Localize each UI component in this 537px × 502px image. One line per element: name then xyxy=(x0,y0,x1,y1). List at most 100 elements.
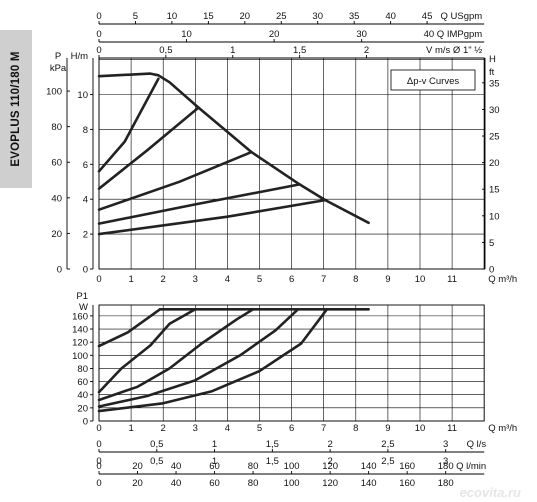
x-tick-label: 9 xyxy=(385,423,390,434)
bottom-axis-tick-label: 160 xyxy=(399,461,415,472)
top-axis-tick-label: 0,5 xyxy=(159,45,172,56)
bottom-axis-tick-label: 1,5 xyxy=(266,439,279,450)
bottom-axis-tick-label: 120 xyxy=(322,478,338,489)
bottom-axis-tick-label: 0 xyxy=(96,439,101,450)
left-axis-p-tick-label: 0 xyxy=(57,265,62,276)
left-axis-h-tick-label: 4 xyxy=(83,195,88,206)
x-tick-label: 0 xyxy=(96,274,101,285)
head-curve-series-6 xyxy=(97,198,327,236)
top-axis-tick-label: 0 xyxy=(96,11,101,22)
top-axis-tick-label: 15 xyxy=(203,11,214,22)
bottom-axis-tick-label: 3 xyxy=(443,456,448,467)
bottom-axis-tick-label: 1 xyxy=(212,439,217,450)
left-axis-p-tick-label: 60 xyxy=(51,158,62,169)
bottom-axis-tick-label: 20 xyxy=(132,478,143,489)
right-axis-ft-tick-label: 0 xyxy=(489,265,494,276)
bottom-axis-tick-label: 1 xyxy=(212,456,217,467)
right-axis-ft-tick-label: 25 xyxy=(489,132,500,143)
bottom-axis-tick-label: 0 xyxy=(96,478,101,489)
x-tick-label: 6 xyxy=(289,423,294,434)
curve-legend-box xyxy=(390,69,476,91)
bottom-axis-tick-label: 2,5 xyxy=(381,439,394,450)
head-curve-series-1 xyxy=(97,72,370,225)
right-axis-ft-label-bottom: ft xyxy=(489,67,495,78)
x-tick-label: 10 xyxy=(415,423,426,434)
bottom-axis-tick-label: 0 xyxy=(96,456,101,467)
left-axis-w-tick-label: 100 xyxy=(72,351,88,362)
left-axis-h-tick-label: 10 xyxy=(77,90,88,101)
power-curve-series-5 xyxy=(97,308,300,408)
top-axis-tick-label: 5 xyxy=(133,11,138,22)
bottom-axis-tick-label: 80 xyxy=(248,478,259,489)
bottom-axis-tick-label: 0 xyxy=(96,461,101,472)
power-curve-series-6 xyxy=(97,308,329,413)
x-tick-label: 2 xyxy=(161,274,166,285)
top-axis-tick-label: 30 xyxy=(312,11,323,22)
right-axis-ft-tick-label: 15 xyxy=(489,185,500,196)
top-axis-tick-label: 35 xyxy=(349,11,360,22)
top-axis-tick-label: 0 xyxy=(96,29,101,40)
x-tick-label: 11 xyxy=(447,423,457,434)
plot-frame xyxy=(98,304,485,422)
left-axis-p-tick-label: 20 xyxy=(51,229,62,240)
top-axis-tick-label: 2 xyxy=(364,45,369,56)
bottom-axis-tick-label: 2 xyxy=(327,456,332,467)
chart-title: Δp-v Curves xyxy=(407,76,460,87)
left-axis-h-tick-label: 6 xyxy=(83,160,88,171)
right-axis-ft-tick-label: 5 xyxy=(489,238,494,249)
power-curve-series-3 xyxy=(97,308,197,394)
bottom-axis-tick-label: 140 xyxy=(361,478,377,489)
bottom-axis-tick-label: 60 xyxy=(209,478,220,489)
top-axis-tick-label: 40 xyxy=(385,11,396,22)
top-axis-label: Q USgpm xyxy=(440,11,482,22)
top-axis-tick-label: 25 xyxy=(276,11,287,22)
bottom-axis-tick-label: 80 xyxy=(248,461,259,472)
head-curve-series-5 xyxy=(97,183,301,225)
x-tick-label: 4 xyxy=(225,423,230,434)
bottom-axis-tick-label: 2,5 xyxy=(381,456,394,467)
bottom-axis-tick-label: 3 xyxy=(443,439,448,450)
right-axis-ft-label-top: H xyxy=(489,54,496,65)
power-curve-series-4 xyxy=(97,308,255,402)
left-axis-h-tick-label: 8 xyxy=(83,125,88,136)
left-axis-h-tick-label: 0 xyxy=(83,265,88,276)
top-axis-tick-label: 0 xyxy=(96,45,101,56)
bottom-axis-tick-label: 100 xyxy=(284,478,300,489)
top-axis-tick-label: 10 xyxy=(167,11,178,22)
x-tick-label: 3 xyxy=(193,423,198,434)
left-axis-w-label: W xyxy=(79,302,88,313)
top-axis-tick-label: 20 xyxy=(240,11,251,22)
right-axis-ft-tick-label: 20 xyxy=(489,158,500,169)
bottom-axis-tick-label: 100 xyxy=(284,461,300,472)
bottom-axis-tick-label: 60 xyxy=(209,461,220,472)
bottom-axis-tick-label: 0,5 xyxy=(150,456,163,467)
watermark: ecovita.ru xyxy=(459,485,521,500)
left-axis-w-tick-label: 140 xyxy=(72,325,88,336)
left-axis-w-tick-label: 80 xyxy=(77,364,88,375)
top-axis-tick-label: 30 xyxy=(356,29,367,40)
bottom-axis-tick-label: 180 xyxy=(438,461,454,472)
left-axis-p-tick-label: 100 xyxy=(46,87,62,98)
top-axis-tick-label: 20 xyxy=(269,29,280,40)
x-tick-label: 10 xyxy=(415,274,426,285)
head-curve-series-4 xyxy=(97,150,253,211)
bottom-axis-tick-label: 180 xyxy=(438,478,454,489)
head-curve-series-2 xyxy=(97,77,160,173)
left-axis-w-tick-label: 160 xyxy=(72,311,88,322)
x-tick-label: 9 xyxy=(385,274,390,285)
bottom-axis-tick-label: 160 xyxy=(399,478,415,489)
x-tick-label: 5 xyxy=(257,274,262,285)
bottom-axis-label: Q l/min xyxy=(456,461,486,472)
x-tick-label: 5 xyxy=(257,423,262,434)
x-tick-label: 7 xyxy=(321,423,326,434)
left-axis-h-label: H/m xyxy=(71,51,89,62)
x-tick-label: 1 xyxy=(128,274,133,285)
bottom-axis-tick-label: 20 xyxy=(132,461,143,472)
left-axis-p-label-top: P xyxy=(55,51,61,62)
top-axis-tick-label: 10 xyxy=(181,29,192,40)
head-curve-series-3 xyxy=(97,106,200,190)
right-axis-ft-tick-label: 10 xyxy=(489,211,500,222)
bottom-axis-tick-label: 40 xyxy=(171,478,182,489)
bottom-axis-tick-label: 140 xyxy=(361,461,377,472)
